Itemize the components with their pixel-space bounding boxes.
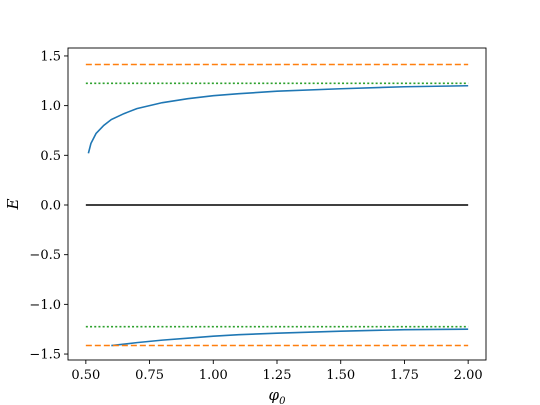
x-tick-label: 0.50 bbox=[71, 368, 100, 383]
x-tick-label: 1.00 bbox=[199, 368, 228, 383]
y-tick-label: −1.0 bbox=[29, 298, 61, 313]
y-tick-label: 0.5 bbox=[40, 149, 61, 164]
y-tick-label: 0.0 bbox=[40, 198, 61, 213]
y-tick-label: 1.5 bbox=[40, 49, 61, 64]
x-tick-label: 1.50 bbox=[326, 368, 355, 383]
x-tick-label: 0.75 bbox=[135, 368, 164, 383]
series-layer bbox=[85, 63, 469, 347]
y-tick-label: −1.5 bbox=[29, 348, 61, 363]
x-tick-label: 2.00 bbox=[454, 368, 483, 383]
series-line-1 bbox=[87, 84, 469, 154]
plot-area bbox=[67, 47, 487, 361]
y-tick-label: 1.0 bbox=[40, 99, 61, 114]
series-line-2 bbox=[111, 328, 469, 347]
y-axis-ticks: −1.5 −1.0 −0.5 0.0 0.5 1.0 1.5 bbox=[29, 49, 68, 363]
x-tick-label: 1.25 bbox=[263, 368, 292, 383]
plot-frame bbox=[67, 47, 487, 361]
x-tick-label: 1.75 bbox=[390, 368, 419, 383]
x-axis-label: φ0 bbox=[269, 386, 287, 405]
y-axis-label: E bbox=[4, 198, 22, 210]
y-tick-label: −0.5 bbox=[29, 248, 61, 263]
x-axis-ticks: 0.50 0.75 1.00 1.25 1.50 1.75 2.00 bbox=[71, 360, 483, 383]
